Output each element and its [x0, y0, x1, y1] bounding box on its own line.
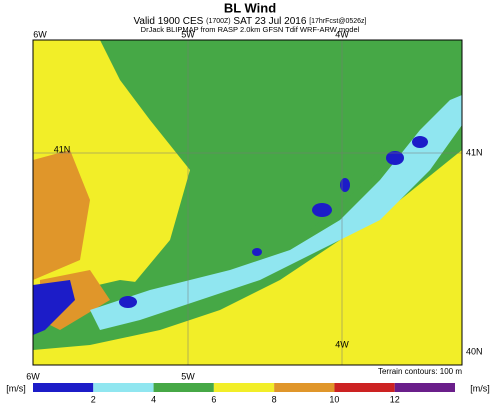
lon-label: 6W [26, 371, 40, 381]
blue-blob [252, 248, 262, 256]
inner-label: 4W [335, 339, 349, 349]
lat-label: 40N [466, 346, 483, 356]
blue-blob [312, 203, 332, 217]
colorbar-tick-label: 2 [91, 394, 96, 404]
blue-blob [340, 178, 350, 192]
forecast: [17hrFcst@0526z] [309, 18, 366, 25]
colorbar-tick-label: 10 [329, 394, 339, 404]
green-band [33, 110, 462, 350]
lat-label: 41N [466, 147, 483, 157]
colorbar-segment [394, 383, 455, 392]
unit-label: [m/s] [6, 383, 26, 393]
unit-label: [m/s] [470, 383, 490, 393]
lon-label: 4W [335, 29, 349, 39]
terrain-note: Terrain contours: 100 m [378, 367, 462, 376]
colorbar-segment [213, 383, 275, 392]
colorbar-tick-label: 12 [390, 394, 400, 404]
blue-area [33, 280, 75, 335]
inner-label: 41N [54, 144, 71, 154]
valid-date: SAT 23 Jul 2016 [233, 16, 306, 27]
map-frame [32, 39, 463, 366]
green-area [100, 40, 462, 300]
valid: Valid 1900 CES [133, 16, 203, 27]
orange-area [33, 150, 90, 280]
colorbar-segment [274, 383, 335, 392]
colorbar-tick-label: 6 [211, 394, 216, 404]
lon-label: 5W [181, 29, 195, 39]
colorbar: 2 4 6 8 10 12 [33, 383, 455, 404]
blue-blob [386, 151, 404, 165]
lon-label: 5W [181, 371, 195, 381]
lon-label: 6W [33, 29, 47, 39]
title: BL Wind [224, 0, 276, 15]
colorbar-segment [93, 383, 154, 392]
blue-blob [412, 136, 428, 148]
colorbar-segment [153, 383, 214, 392]
blue-blob [119, 296, 137, 308]
valid-utc: (1700Z) [206, 18, 231, 25]
colorbar-segment [334, 383, 395, 392]
source: DrJack BLIPMAP from RASP 2.0km GFSN Tdif… [141, 25, 360, 34]
map [32, 39, 463, 366]
colorbar-tick-label: 8 [272, 394, 277, 404]
valid-line: Valid 1900 CES (1700Z) SAT 23 Jul 2016 [… [133, 16, 366, 27]
colorbar-tick-label: 4 [151, 394, 156, 404]
colorbar-segment [33, 383, 94, 392]
